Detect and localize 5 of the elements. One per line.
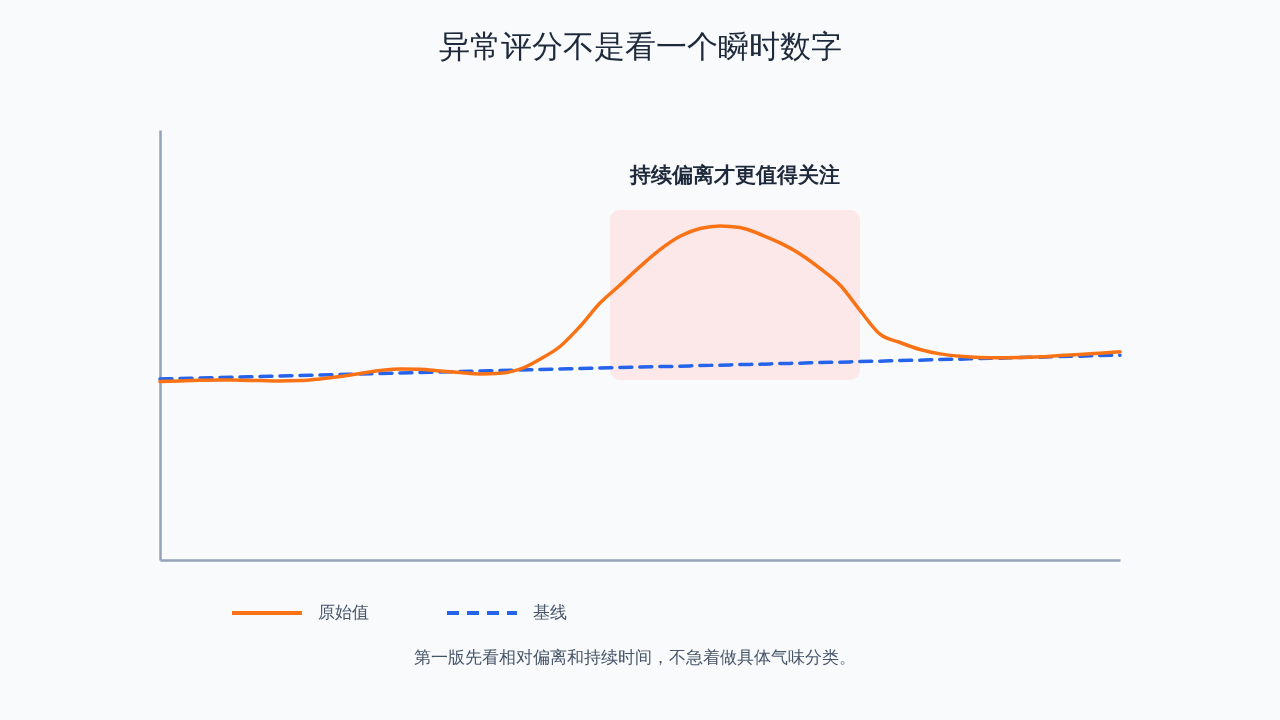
text: 第一版先看相对偏离和持续时间，不急着做具体气味分类。 <box>414 647 856 667</box>
legend-label: 基线 <box>533 602 567 622</box>
legend-label: 原始值 <box>318 602 369 622</box>
text: 持续偏离才更值得关注 <box>629 163 840 187</box>
chart-title: 异常评分不是看一个瞬时数字 <box>438 28 842 64</box>
